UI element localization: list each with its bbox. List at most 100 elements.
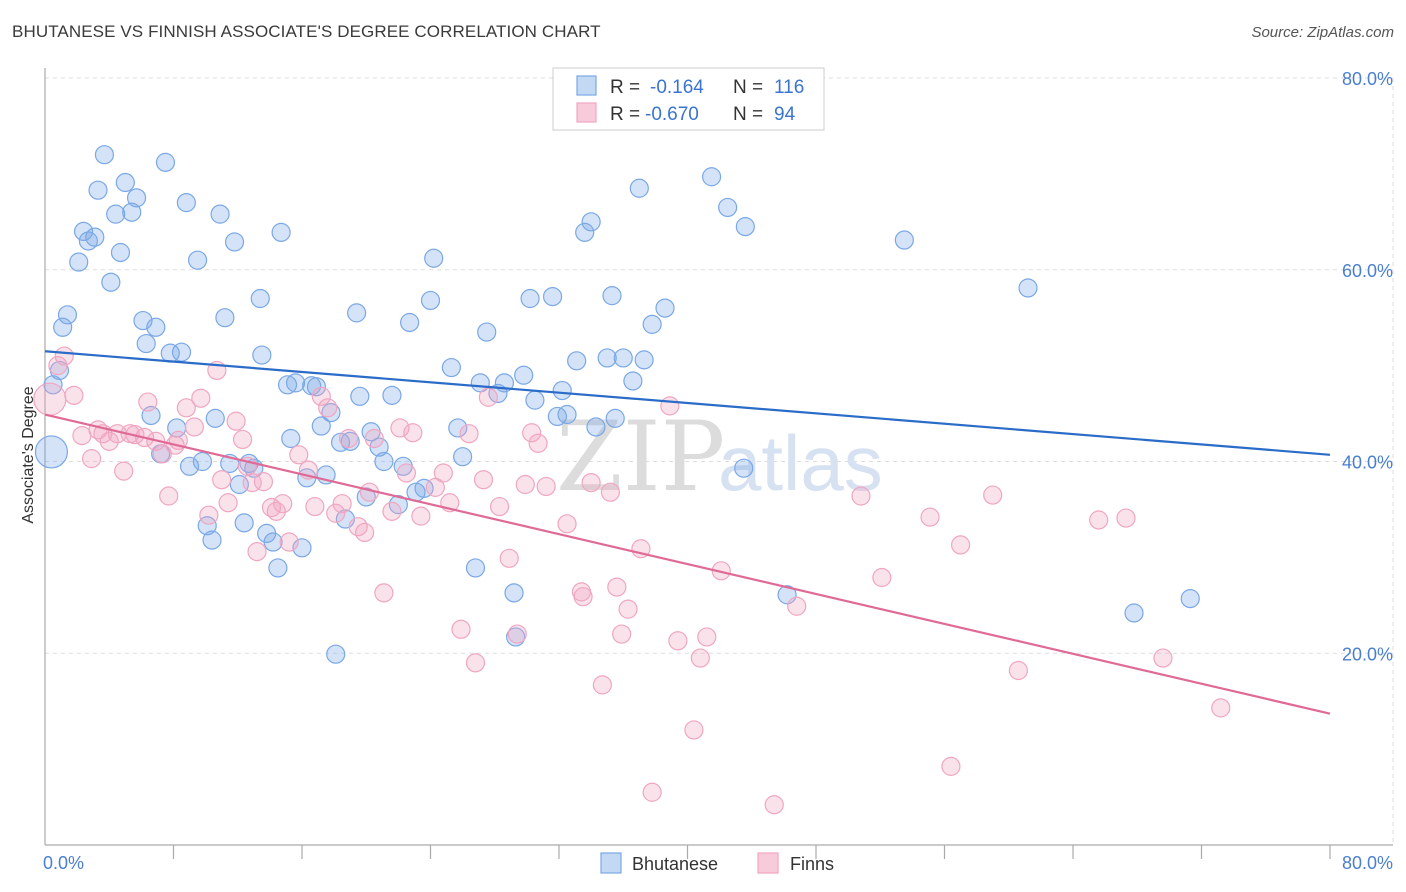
point-bhutanese — [224, 232, 245, 252]
point-bhutanese — [894, 230, 914, 250]
point-finns — [355, 522, 375, 543]
point-bhutanese — [448, 418, 468, 438]
point-finns — [72, 426, 92, 446]
stats-legend: R = -0.164 N = 116 R = -0.670 N = 94 — [552, 67, 825, 131]
point-bhutanese — [350, 386, 370, 406]
point-bhutanese — [557, 404, 577, 425]
point-finns — [64, 385, 84, 405]
point-bhutanese — [53, 317, 73, 337]
point-bhutanese — [420, 290, 441, 311]
point-bhutanese — [581, 212, 601, 232]
point-bhutanese — [400, 312, 420, 333]
legend-n-label-bhutanese: N = — [733, 77, 763, 98]
point-finns — [332, 494, 352, 514]
point-bhutanese — [311, 416, 331, 436]
point-bhutanese — [115, 172, 135, 193]
point-bhutanese — [718, 197, 738, 218]
point-bhutanese — [623, 371, 643, 391]
point-bhutanese — [642, 314, 662, 334]
point-bhutanese — [285, 373, 306, 393]
point-finns — [573, 587, 593, 607]
point-finns — [697, 627, 717, 647]
point-bhutanese — [34, 435, 69, 469]
y-axis-label: Associate's Degree — [20, 386, 37, 523]
point-finns — [138, 392, 158, 412]
point-bhutanese — [477, 322, 497, 342]
point-bhutanese — [271, 222, 291, 242]
point-bhutanese — [106, 204, 126, 224]
point-bhutanese — [85, 227, 105, 247]
point-finns — [176, 398, 196, 418]
point-bhutanese — [306, 377, 327, 397]
point-finns — [489, 496, 510, 517]
point-bhutanese — [215, 308, 235, 328]
point-finns — [459, 424, 479, 444]
point-finns — [279, 532, 299, 552]
point-finns — [433, 463, 453, 483]
legend-r-label-bhutanese: R = — [610, 77, 640, 98]
legend-swatch-bhutanese — [576, 75, 597, 96]
point-finns — [642, 782, 662, 802]
point-finns — [668, 631, 688, 651]
chart-title: BHUTANESE VS FINNISH ASSOCIATE'S DEGREE … — [12, 22, 601, 41]
point-bhutanese — [73, 221, 94, 241]
point-finns — [1211, 698, 1231, 718]
point-bhutanese — [69, 252, 89, 272]
point-bhutanese — [126, 188, 147, 208]
legend-n-label-finns: N = — [733, 104, 763, 125]
point-finns — [1008, 660, 1028, 681]
point-finns — [226, 411, 246, 431]
point-bhutanese — [281, 428, 301, 449]
point-bhutanese — [525, 390, 545, 410]
point-finns — [311, 386, 331, 406]
point-bhutanese — [250, 288, 270, 309]
point-bhutanese — [171, 342, 192, 362]
point-bhutanese — [734, 458, 754, 478]
point-bhutanese — [110, 242, 131, 263]
point-finns — [872, 567, 892, 588]
point-finns — [950, 535, 971, 555]
point-bhutanese — [187, 250, 208, 270]
point-bhutanese — [629, 178, 649, 198]
point-finns — [411, 506, 431, 526]
point-finns — [557, 514, 577, 534]
point-finns — [184, 417, 204, 437]
point-finns — [247, 542, 267, 562]
point-finns — [451, 619, 471, 639]
point-bhutanese — [542, 286, 563, 307]
point-finns — [851, 486, 871, 506]
watermark-zip: ZIP — [556, 401, 725, 513]
point-finns — [592, 675, 612, 695]
point-finns — [48, 356, 68, 376]
series-legend: Bhutanese Finns — [600, 852, 834, 874]
point-finns — [607, 577, 627, 597]
point-finns — [114, 461, 134, 481]
point-bhutanese — [155, 152, 176, 172]
point-finns — [305, 496, 325, 517]
point-bhutanese — [1180, 589, 1200, 609]
point-bhutanese — [176, 193, 196, 213]
point-bhutanese — [504, 583, 524, 603]
bottom-legend-label-finns: Finns — [790, 854, 834, 874]
point-bhutanese — [613, 348, 633, 368]
legend-r-value-finns: -0.670 — [645, 104, 699, 125]
trend-layer — [44, 350, 1331, 715]
point-finns — [618, 599, 638, 619]
y-tick-label: 40.0% — [1342, 453, 1393, 473]
bottom-legend-swatch-bhutanese — [600, 852, 622, 874]
point-bhutanese — [655, 298, 675, 318]
point-finns — [983, 485, 1003, 505]
watermark-atlas: atlas — [718, 419, 883, 507]
point-bhutanese — [1018, 278, 1038, 298]
point-bhutanese — [567, 351, 587, 371]
stats-legend-box — [552, 67, 825, 131]
legend-r-label-finns: R = — [610, 104, 640, 125]
point-bhutanese — [326, 644, 346, 664]
point-finns — [465, 653, 486, 673]
point-bhutanese — [520, 288, 540, 309]
point-bhutanese — [453, 447, 473, 467]
bottom-legend-swatch-finns — [757, 852, 779, 874]
point-bhutanese — [57, 305, 78, 325]
point-bhutanese — [441, 357, 461, 378]
